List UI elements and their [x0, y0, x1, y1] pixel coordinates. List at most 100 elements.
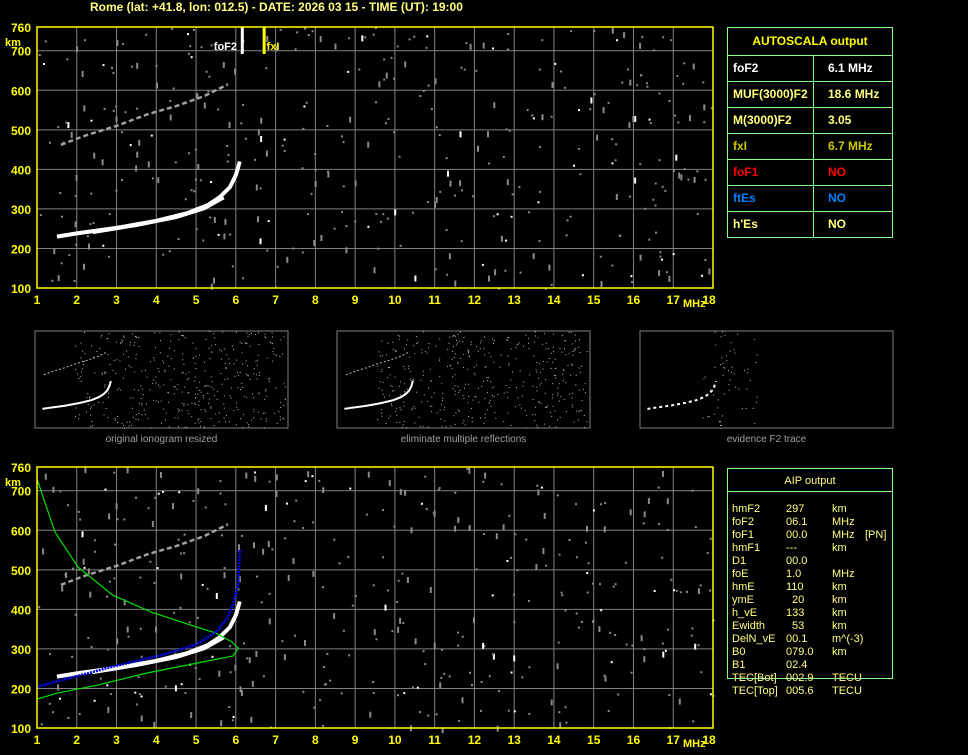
noise-dot	[506, 560, 509, 562]
y-unit-label: km	[5, 477, 21, 489]
aip-param-name: B1	[732, 659, 746, 671]
noise-dot	[422, 650, 425, 653]
noise-dot	[93, 152, 96, 159]
autoscala-label: foF2	[728, 56, 814, 81]
noise-dot	[454, 194, 457, 197]
aip-row: foE 1.0 MHz	[732, 568, 892, 581]
noise-dot	[255, 374, 257, 376]
noise-dot	[138, 139, 141, 146]
noise-dot	[535, 335, 536, 337]
noise-dot	[162, 360, 164, 362]
noise-dot	[178, 491, 181, 494]
noise-dot	[683, 168, 686, 171]
noise-dot	[560, 591, 563, 594]
y-tick-label: 200	[11, 682, 31, 696]
noise-dot	[465, 383, 466, 385]
x-tick-label: 5	[193, 733, 200, 747]
noise-dot	[670, 578, 673, 581]
noise-dot	[538, 363, 540, 365]
noise-dot	[719, 420, 721, 422]
noise-dot	[223, 395, 225, 397]
noise-dot	[77, 373, 79, 375]
y-tick-label: 500	[11, 124, 31, 138]
noise-dot	[453, 334, 455, 336]
noise-dot	[138, 413, 140, 415]
noise-dot	[103, 107, 106, 110]
noise-dot	[262, 548, 265, 555]
noise-dot	[182, 335, 184, 336]
x-tick-label: 9	[352, 733, 359, 747]
thumbnail-second-hop	[345, 351, 409, 376]
noise-dot	[271, 332, 273, 334]
noise-dot	[413, 379, 415, 381]
noise-dot	[264, 336, 266, 338]
noise-dot	[451, 351, 453, 352]
noise-dot	[419, 95, 422, 97]
noise-dot	[512, 371, 513, 373]
noise-dot	[242, 387, 244, 389]
noise-dot	[706, 551, 709, 554]
noise-dot	[408, 368, 410, 370]
noise-dot	[480, 417, 481, 419]
noise-dot	[389, 415, 391, 417]
noise-dot	[631, 281, 633, 284]
x-tick-label: 5	[193, 293, 200, 307]
aip-param-value: 53	[792, 620, 805, 632]
aip-param-unit: m^(-3)	[832, 633, 864, 645]
noise-dot	[84, 39, 86, 42]
noise-dot	[482, 480, 485, 483]
noise-dot	[449, 336, 451, 338]
noise-dot	[254, 158, 257, 161]
noise-dot	[548, 264, 551, 271]
noise-dot	[221, 534, 223, 537]
noise-dot	[351, 604, 354, 607]
noise-dot	[565, 721, 568, 724]
noise-dot	[555, 367, 557, 369]
noise-dot	[116, 341, 118, 343]
noise-dot	[51, 279, 54, 282]
noise-dot	[536, 424, 538, 426]
noise-dot	[165, 412, 167, 414]
noise-dot	[702, 417, 704, 419]
noise-dot	[516, 344, 518, 346]
noise-dot	[194, 148, 197, 151]
noise-dot	[505, 128, 508, 131]
noise-dot	[565, 234, 568, 237]
noise-dot	[566, 219, 569, 222]
noise-dot	[704, 178, 707, 181]
noise-dot	[677, 121, 680, 124]
noise-dot	[467, 349, 469, 351]
noise-dot	[649, 122, 652, 125]
noise-dot	[272, 360, 273, 362]
noise-dot	[250, 419, 252, 421]
noise-dot	[334, 43, 337, 50]
noise-dot	[465, 42, 468, 45]
noise-dot	[664, 649, 667, 652]
noise-dot	[528, 211, 531, 214]
noise-dot	[248, 423, 250, 425]
aip-param-name: TEC[Bot]	[732, 672, 777, 684]
noise-dot	[575, 503, 577, 506]
noise-dot	[188, 152, 191, 155]
noise-dot	[572, 354, 574, 356]
noise-dot	[142, 394, 144, 396]
aip-param-name: DelN_vE	[732, 633, 776, 645]
noise-dot	[575, 556, 578, 559]
noise-dot	[160, 400, 162, 402]
noise-dot	[460, 240, 463, 243]
aip-param-name: foF1	[732, 529, 755, 541]
station-header: Rome (lat: +41.8, lon: 012.5) - DATE: 20…	[90, 0, 463, 14]
noise-dot	[135, 414, 137, 416]
noise-dot	[599, 255, 602, 258]
noise-dot	[704, 376, 706, 378]
noise-dot	[217, 233, 220, 236]
noise-dot	[471, 417, 473, 419]
noise-dot	[249, 378, 251, 380]
noise-dot	[468, 383, 470, 385]
noise-dot	[268, 378, 270, 380]
noise-dot	[526, 109, 529, 112]
noise-dot	[577, 626, 580, 629]
aip-param-value: 06.1	[786, 516, 808, 528]
noise-dot	[482, 642, 485, 649]
noise-dot	[728, 384, 730, 386]
